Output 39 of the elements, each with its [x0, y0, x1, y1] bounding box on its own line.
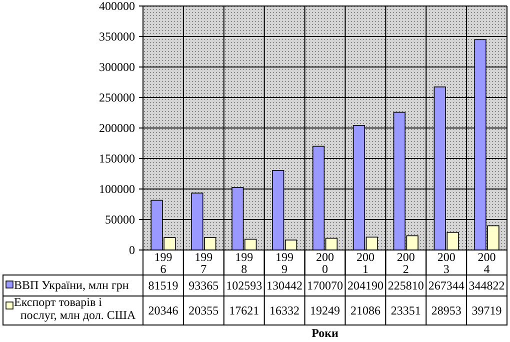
data-label: 28953 — [431, 304, 462, 318]
y-tick-label: 50000 — [105, 212, 135, 227]
data-label: 130442 — [266, 278, 303, 293]
y-tick-label: 100000 — [99, 182, 135, 196]
x-axis-title: Роки — [312, 326, 339, 340]
x-tick-label: 2001 — [356, 250, 374, 276]
legend-label: ВВП України, млн грн — [14, 278, 130, 292]
x-tick-label: 1999 — [276, 250, 294, 276]
data-label: 267344 — [428, 278, 464, 293]
y-tick-label: 300000 — [99, 60, 135, 74]
data-label: 20355 — [188, 304, 219, 318]
data-label: 102593 — [226, 278, 262, 293]
y-tick-label: 0 — [129, 243, 135, 258]
y-tick-label: 250000 — [99, 90, 135, 105]
x-tick-label: 1998 — [235, 250, 254, 276]
legend-label: Експорт товарів і послуг, млн дол. США — [14, 295, 136, 322]
data-label: 93365 — [188, 278, 219, 293]
x-tick-label: 2000 — [316, 250, 334, 276]
data-label: 17621 — [229, 304, 260, 318]
x-tick-label: 1997 — [194, 250, 213, 276]
y-tick-label: 200000 — [99, 121, 135, 136]
data-label: 20346 — [148, 304, 178, 318]
data-label: 81519 — [148, 278, 178, 293]
y-tick-label: 150000 — [99, 152, 135, 166]
data-label: 16332 — [270, 304, 300, 318]
y-tick-label: 350000 — [99, 30, 135, 44]
data-label: 344822 — [468, 278, 505, 293]
data-label: 170070 — [307, 278, 343, 293]
data-label: 23351 — [390, 304, 421, 318]
data-label: 21086 — [350, 304, 380, 318]
x-tick-label: 1996 — [154, 250, 172, 276]
x-tick-label: 2004 — [478, 250, 496, 276]
data-label: 225810 — [388, 278, 424, 293]
data-label: 19249 — [310, 304, 340, 318]
data-label: 39719 — [472, 304, 502, 318]
data-label: 204190 — [347, 278, 384, 293]
x-tick-label: 2002 — [396, 250, 415, 276]
y-tick-label: 400000 — [99, 0, 135, 14]
x-tick-label: 2003 — [437, 250, 456, 276]
